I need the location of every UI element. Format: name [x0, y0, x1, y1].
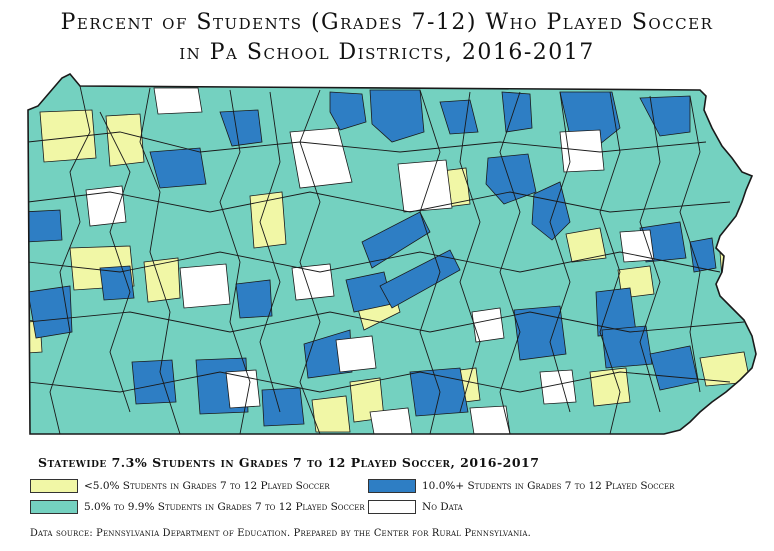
district-boundary — [28, 371, 731, 393]
district-low — [311, 395, 351, 433]
legend-item-low: <5.0% Students in Grades 7 to 12 Played … — [30, 479, 330, 493]
district-boundary — [28, 191, 731, 213]
district-low — [589, 367, 631, 407]
district-low — [719, 247, 749, 279]
district-high — [369, 89, 425, 143]
district-low — [565, 227, 607, 263]
district-high — [601, 325, 653, 369]
district-nodata — [559, 129, 605, 173]
district-low — [143, 257, 181, 303]
district-boundary — [419, 89, 441, 434]
district-high — [149, 147, 207, 189]
district-high — [99, 265, 135, 301]
data-source-note: Data source: Pennsylvania Department of … — [30, 528, 531, 539]
district-high — [689, 237, 717, 273]
district-boundary — [549, 91, 571, 413]
district-high — [439, 99, 479, 135]
district-high — [361, 211, 431, 269]
district-low — [699, 351, 751, 387]
district-boundary — [499, 91, 521, 434]
legend-swatch-high — [368, 479, 416, 493]
district-high — [261, 387, 305, 427]
district-nodata — [335, 335, 377, 373]
district-nodata — [471, 307, 505, 343]
district-boundary — [99, 111, 131, 413]
district-borders — [28, 85, 745, 434]
title-line-2: in Pa School Districts, 2016-2017 — [179, 40, 595, 65]
district-nodata — [469, 405, 511, 434]
district-boundary — [639, 95, 661, 413]
map-title: Percent of Students (Grades 7-12) Who Pl… — [0, 8, 774, 68]
district-nodata — [369, 407, 413, 434]
title-line-1: Percent of Students (Grades 7-12) Who Pl… — [60, 10, 714, 35]
districts-high — [28, 89, 717, 427]
district-boundary — [219, 89, 251, 434]
district-high — [531, 181, 571, 241]
district-nodata — [291, 263, 335, 301]
district-boundary — [459, 91, 481, 413]
district-nodata — [179, 263, 231, 309]
district-high — [28, 209, 63, 243]
legend-swatch-low — [30, 479, 78, 493]
legend-label-nodata: No Data — [422, 501, 463, 513]
legend-label-high: 10.0%+ Students in Grades 7 to 12 Played… — [422, 480, 675, 492]
district-high — [235, 279, 273, 319]
district-high — [28, 285, 73, 339]
district-high — [329, 91, 367, 131]
district-high — [379, 249, 461, 309]
legend-label-mid: 5.0% to 9.9% Students in Grades 7 to 12 … — [84, 501, 365, 513]
district-boundary — [28, 251, 721, 273]
statewide-summary: Statewide 7.3% Students in Grades 7 to 1… — [38, 455, 540, 470]
district-nodata — [153, 87, 203, 115]
pennsylvania-district-map — [27, 73, 757, 435]
district-fills — [28, 74, 756, 434]
district-low — [249, 191, 287, 249]
district-nodata — [225, 369, 261, 409]
legend-item-mid: 5.0% to 9.9% Students in Grades 7 to 12 … — [30, 500, 365, 514]
legend-item-nodata: No Data — [368, 500, 463, 514]
district-high — [513, 305, 567, 361]
legend-item-high: 10.0%+ Students in Grades 7 to 12 Played… — [368, 479, 674, 493]
legend-label-low: <5.0% Students in Grades 7 to 12 Played … — [84, 480, 330, 492]
district-high — [639, 95, 691, 137]
district-boundary — [139, 87, 181, 434]
district-nodata — [397, 159, 453, 213]
district-nodata — [539, 369, 577, 405]
district-high — [219, 109, 263, 147]
district-high — [501, 91, 533, 133]
district-nodata — [619, 229, 655, 263]
district-high — [485, 153, 537, 205]
district-high — [131, 359, 177, 405]
district-nodata — [85, 185, 127, 227]
district-high — [409, 367, 469, 417]
district-boundary — [28, 131, 707, 153]
district-low — [105, 113, 145, 167]
legend-swatch-nodata — [368, 500, 416, 514]
state-outline — [27, 73, 757, 435]
district-boundary — [49, 85, 91, 434]
legend-swatch-mid — [30, 500, 78, 514]
district-boundary — [259, 91, 281, 413]
district-boundary — [599, 91, 621, 434]
district-boundary — [28, 311, 745, 333]
